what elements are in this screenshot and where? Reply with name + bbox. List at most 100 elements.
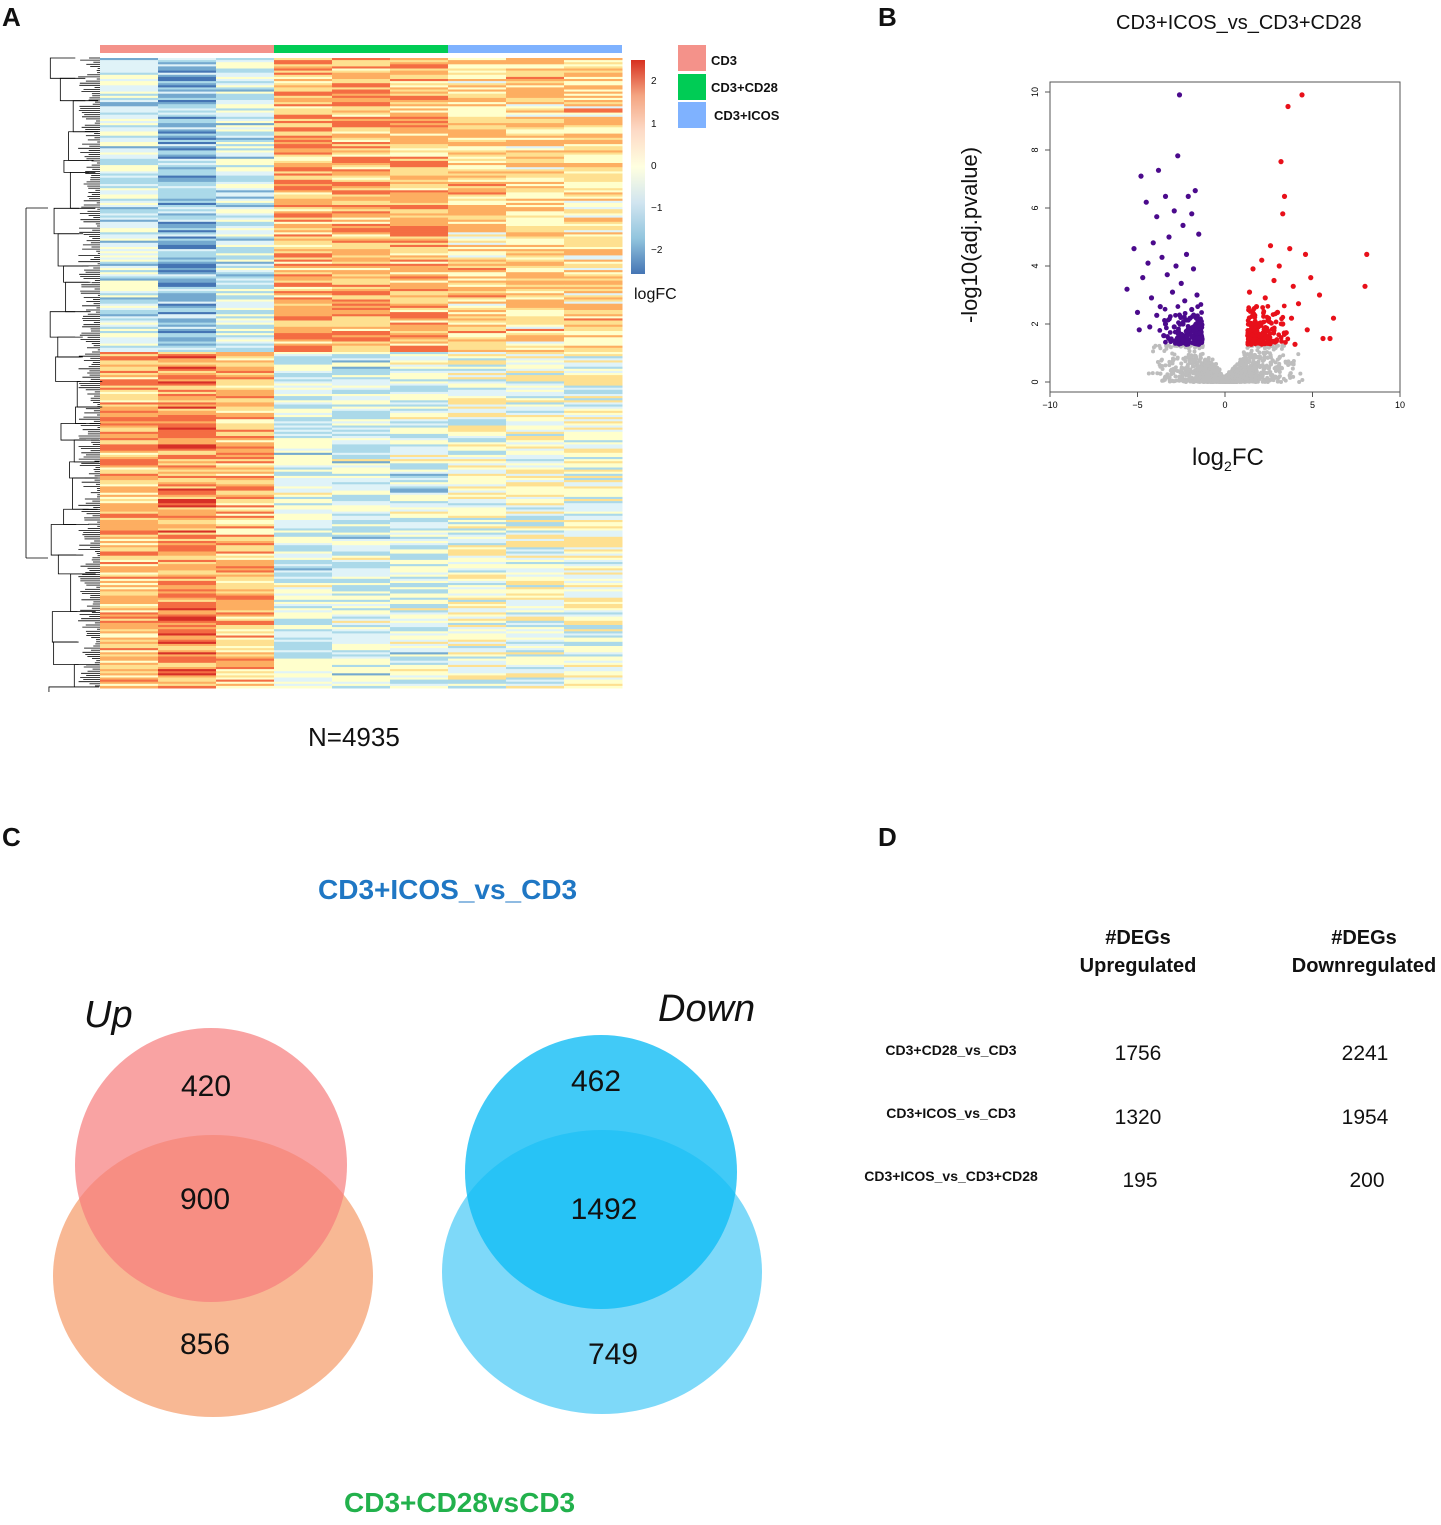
heatmap [25,45,623,692]
colorbar-tick: −1 [651,203,663,214]
panel-label-a: A [2,2,21,32]
ns-point [1254,367,1259,372]
data-point [1173,263,1179,269]
data-point [1278,321,1284,327]
data-point [1191,312,1196,318]
y-tick-label: 10 [1030,87,1040,97]
ns-point [1146,371,1151,376]
ns-point [1180,375,1185,380]
ns-point [1266,345,1271,350]
data-point [1176,92,1183,98]
data-point [1157,304,1163,310]
colorbar-tick: 1 [651,119,657,130]
data-point [1196,322,1202,328]
ns-point [1205,372,1210,377]
data-point [1262,332,1268,338]
data-point [1282,332,1287,337]
ns-point [1175,355,1180,360]
data-point [1185,317,1191,323]
ns-point [1161,378,1166,383]
data-point [1161,333,1167,339]
data-point [1199,310,1204,315]
ns-point [1197,346,1202,351]
ns-point [1214,372,1219,377]
data-point [1171,208,1177,214]
ns-point [1203,365,1208,370]
data-point [1280,211,1286,217]
ns-point [1165,372,1170,377]
ns-point [1151,345,1156,350]
venn-down-top-circle [465,1035,737,1309]
ns-point [1249,348,1254,353]
data-point [1167,314,1173,319]
ns-point [1187,349,1192,354]
x-tick-label: 0 [1222,400,1227,410]
ns-point [1194,356,1199,361]
data-point [1255,340,1261,346]
data-point [1288,315,1295,321]
ns-point [1192,349,1197,354]
ns-point [1279,346,1284,351]
y-tick-label: 0 [1030,379,1040,384]
ns-point [1297,379,1302,384]
ns-point [1273,360,1278,365]
ns-point [1196,371,1201,376]
ns-point [1300,377,1305,382]
data-point [1186,327,1192,333]
data-point [1183,251,1190,257]
ns-point [1186,345,1191,350]
ns-point [1159,358,1164,363]
data-point [1250,339,1256,344]
data-point [1320,335,1326,342]
ns-point [1276,375,1281,380]
ns-point [1242,365,1247,370]
data-point [1364,251,1370,257]
ns-point [1235,379,1240,384]
colorbar-title: logFC [634,286,677,303]
y-tick-label: 8 [1030,147,1040,152]
ns-point [1179,365,1184,370]
ns-point [1277,368,1282,373]
ns-point [1209,360,1214,365]
data-point [1177,321,1183,327]
group-bar [100,45,274,53]
volcano-xlabel: log2FC [1192,444,1264,474]
data-point [1145,260,1151,266]
ns-points [1146,341,1305,384]
data-point [1192,341,1197,347]
data-point [1154,214,1160,220]
data-point [1278,159,1284,165]
ns-point [1187,361,1192,366]
ns-point [1298,371,1303,376]
ns-point [1296,352,1301,357]
series-down [1124,92,1205,347]
ns-point [1199,361,1204,366]
ns-point [1249,355,1254,360]
ns-point [1265,375,1270,380]
ns-point [1210,357,1215,362]
ns-point [1214,362,1219,367]
ns-point [1291,362,1296,367]
panel-label-d: D [878,822,897,852]
data-point [1173,312,1178,318]
data-point [1178,280,1184,286]
ns-point [1181,379,1186,384]
data-point [1281,303,1287,309]
data-point [1279,316,1284,322]
data-point [1271,277,1277,284]
ns-point [1275,379,1280,384]
ns-point [1290,366,1295,371]
ns-point [1196,376,1201,381]
ns-point [1259,370,1264,375]
data-point [1304,327,1310,333]
x-tick-label: −10 [1042,400,1057,410]
data-point [1163,339,1168,345]
data-point [1249,322,1255,327]
data-point [1279,338,1284,344]
ns-point [1219,379,1224,384]
data-point [1290,283,1296,289]
volcano-title: CD3+ICOS_vs_CD3+CD28 [1116,12,1362,34]
table-cell-down: 1954 [1341,1106,1389,1129]
data-point [1316,292,1323,298]
legend-label-cd3-cd28: CD3+CD28 [711,80,778,95]
